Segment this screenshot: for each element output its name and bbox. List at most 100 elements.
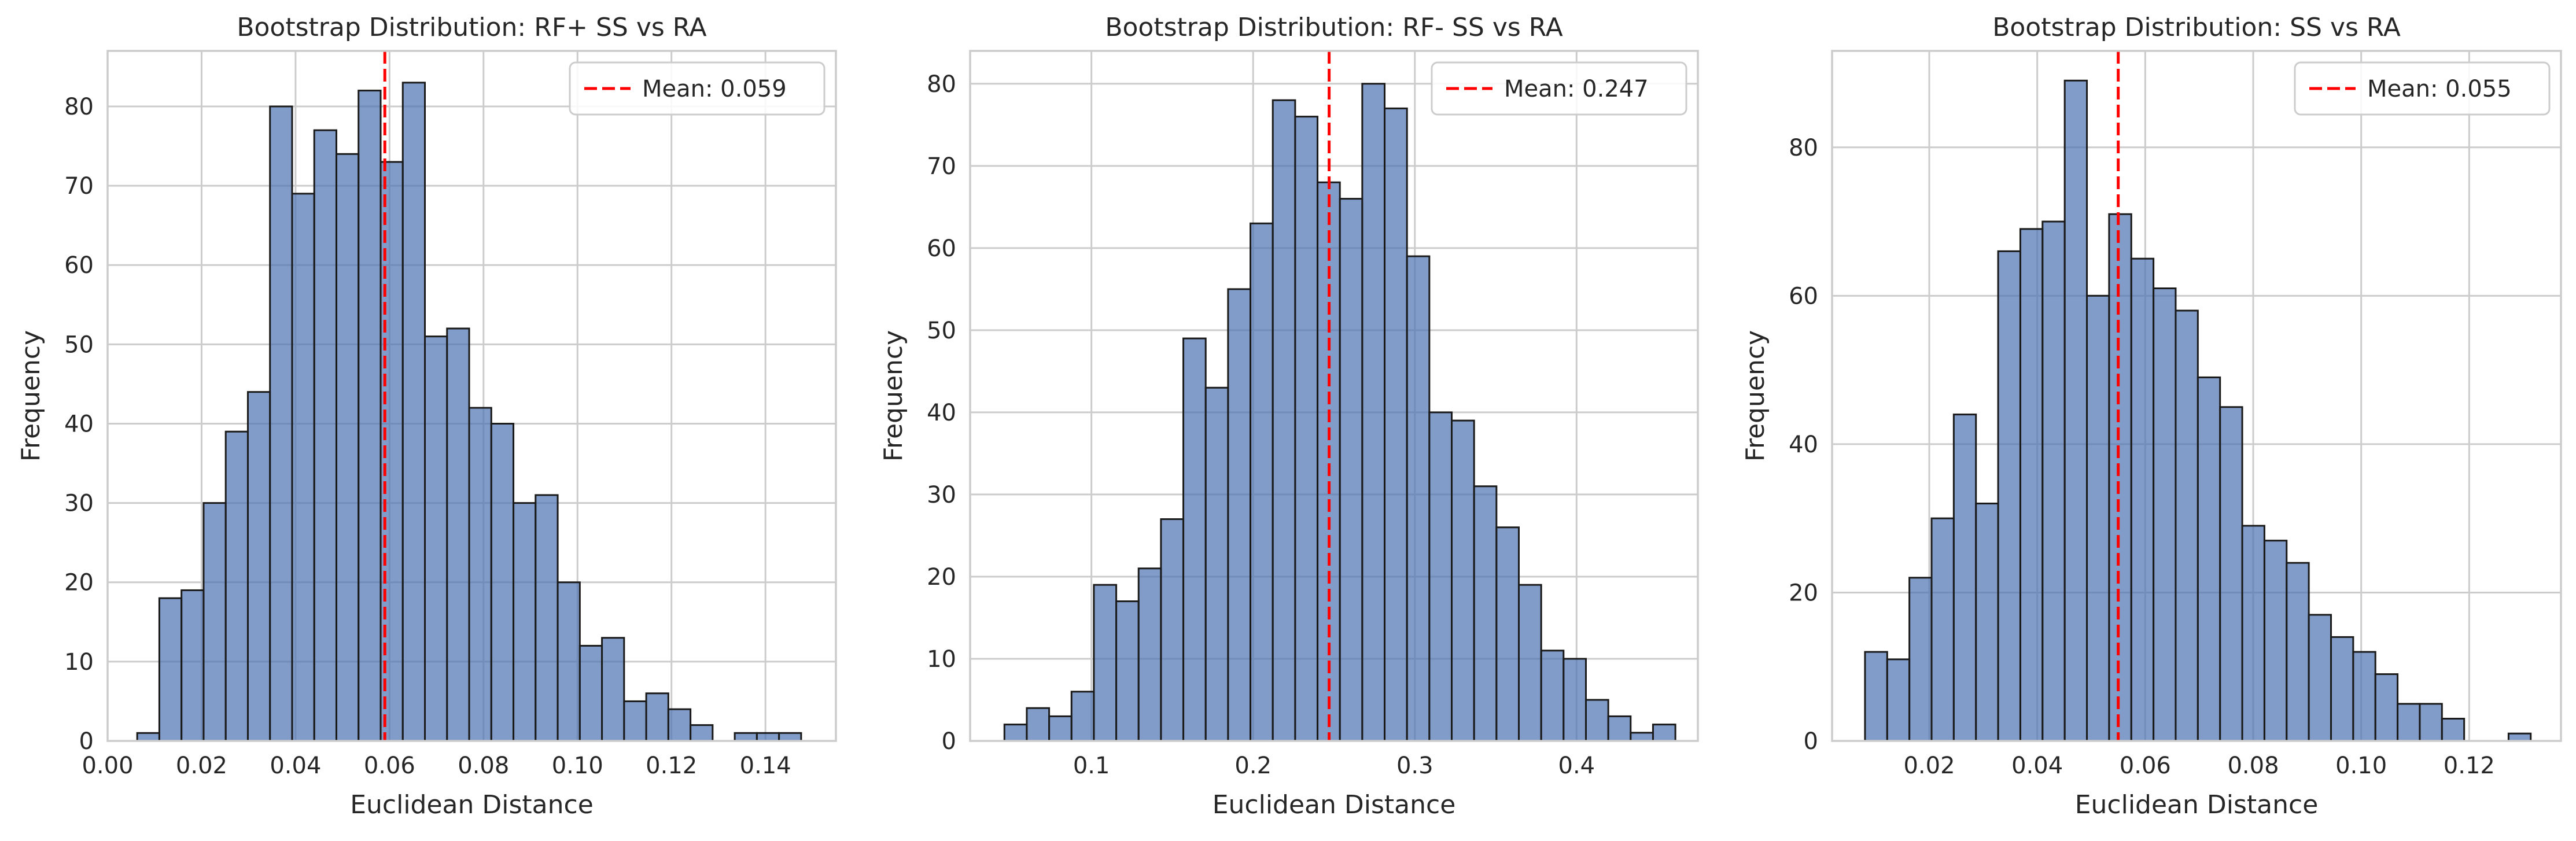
y-tick-label: 30 (64, 490, 94, 517)
histogram-bar (2130, 257, 2155, 742)
y-axis-label: Frequency (879, 330, 908, 462)
y-tick-label: 0 (942, 728, 956, 755)
histogram-bar (1518, 584, 1542, 742)
y-tick-label: 50 (927, 318, 956, 344)
histogram-bar (1406, 255, 1431, 742)
histogram-bar (1115, 600, 1140, 742)
x-tick-label: 0.02 (176, 753, 227, 779)
histogram-bar (1930, 517, 1955, 742)
histogram-bar (158, 597, 183, 742)
y-tick-label: 40 (64, 411, 94, 437)
histogram-bar (2063, 79, 2088, 742)
histogram-bar (1908, 577, 1933, 742)
histogram-bar (1160, 518, 1185, 742)
legend-box (1431, 61, 1687, 116)
histogram-bar (1227, 288, 1252, 742)
y-tick-label: 60 (64, 252, 94, 279)
y-tick-label: 20 (1789, 580, 1818, 606)
plot-frame (969, 50, 1699, 742)
histogram-bar (424, 335, 448, 742)
histogram-panel-rf-minus: 0.1 0.2 0.3 0.4 0 10 20 30 40 50 60 70 80 Bootstrap D… (879, 13, 1699, 820)
histogram-bar (2286, 562, 2310, 742)
x-tick-label: 0.3 (1396, 753, 1433, 779)
histogram-bar (1137, 567, 1162, 742)
histogram-bar (1250, 222, 1274, 742)
y-tick-label: 60 (1789, 283, 1818, 309)
y-tick-label: 30 (927, 482, 956, 508)
histogram-bar (1886, 658, 1911, 742)
histogram-bar (667, 708, 692, 742)
histogram-bar (2108, 213, 2132, 742)
x-tick-label: 0.10 (552, 753, 603, 779)
histogram-bar (535, 494, 559, 742)
x-tick-label: 0.14 (740, 753, 791, 779)
histogram-bar (756, 732, 780, 742)
legend-box (2294, 61, 2551, 116)
y-axis-label: Frequency (1741, 330, 1770, 462)
histogram-bar (1204, 386, 1229, 742)
histogram-bar (1272, 99, 1296, 742)
x-tick-label: 0.00 (82, 753, 133, 779)
histogram-bar (313, 129, 337, 742)
histogram-bar (1864, 651, 1888, 742)
x-tick-label: 0.12 (646, 753, 697, 779)
histogram-bar (1384, 107, 1408, 742)
histogram-bar (2263, 540, 2288, 742)
x-tick-label: 0.4 (1558, 753, 1595, 779)
histogram-bar (2374, 673, 2399, 742)
histogram-bar (1607, 715, 1632, 742)
histogram-bar (1026, 707, 1051, 742)
histogram-bar (1652, 724, 1676, 742)
histogram-bar (2507, 732, 2532, 742)
histogram-bar (468, 407, 492, 742)
histogram-bar (202, 502, 227, 742)
y-tick-label: 10 (927, 646, 956, 673)
histogram-bar (513, 502, 537, 742)
histogram-bar (1997, 250, 2021, 742)
y-tick-label: 10 (64, 649, 94, 676)
histogram-bar (2330, 636, 2354, 742)
x-tick-label: 0.2 (1234, 753, 1272, 779)
histogram-bar (1562, 658, 1587, 742)
chart-title: Bootstrap Distribution: RF+ SS vs RA (237, 13, 706, 42)
histogram-bar (2153, 287, 2177, 742)
histogram-bar (1339, 198, 1363, 742)
histogram-bar (1540, 650, 1565, 742)
histogram-bar (1495, 526, 1520, 742)
y-tick-label: 40 (1789, 431, 1818, 458)
histogram-bar (335, 153, 360, 742)
x-tick-label: 0.08 (2227, 753, 2279, 779)
x-axis-label: Euclidean Distance (350, 790, 594, 820)
histogram-bar (1584, 699, 1609, 742)
legend-label: Mean: 0.055 (2367, 76, 2512, 102)
histogram-bar (1975, 503, 1999, 742)
histogram-bar (2197, 376, 2221, 742)
histogram-bar (358, 90, 382, 742)
y-axis-label: Frequency (16, 330, 46, 462)
histogram-panel-ss: 0.02 0.04 0.06 0.08 0.10 0.12 0 20 40 60 80 Bootstr… (1741, 13, 2562, 820)
histogram-bar (2352, 651, 2376, 742)
histogram-bar (2019, 228, 2044, 742)
x-tick-label: 0.04 (270, 753, 321, 779)
plot-frame (106, 50, 837, 742)
x-tick-label: 0.1 (1073, 753, 1110, 779)
legend-label: Mean: 0.247 (1504, 76, 1649, 102)
legend-label: Mean: 0.059 (642, 76, 787, 102)
histogram-bar (1048, 715, 1073, 742)
x-tick-label: 0.06 (2120, 753, 2171, 779)
histogram-bar (557, 581, 581, 742)
legend: Mean: 0.059 (569, 61, 826, 116)
y-tick-label: 70 (927, 153, 956, 180)
histogram-bar (734, 732, 758, 742)
histogram-bar (2419, 703, 2443, 742)
histogram-bar (1182, 337, 1207, 742)
histogram-bar (1294, 116, 1319, 742)
histogram-bar (623, 700, 647, 742)
histogram-bar (1003, 724, 1028, 742)
histogram-bar (690, 724, 714, 742)
histogram-bar (1428, 411, 1453, 742)
histogram-bar (1473, 485, 1498, 742)
x-axis-label: Euclidean Distance (2075, 790, 2319, 820)
histogram-bar (224, 430, 249, 742)
histogram-bar (1361, 83, 1386, 742)
